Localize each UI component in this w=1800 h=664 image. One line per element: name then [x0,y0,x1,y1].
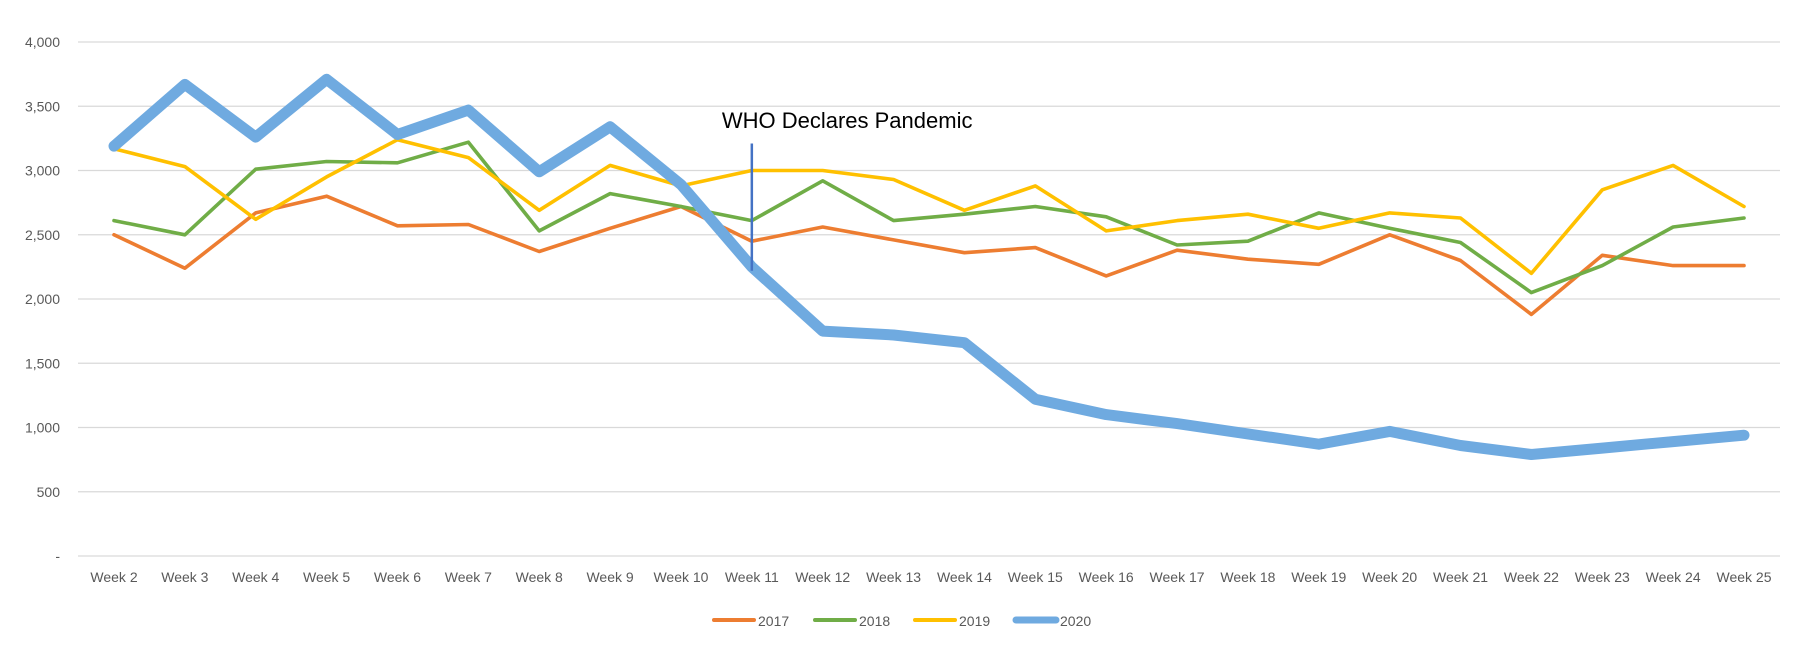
legend-label-2020: 2020 [1060,613,1091,629]
y-tick-label: 2,000 [25,291,60,307]
x-tick-label: Week 11 [725,569,779,585]
y-tick-label: - [55,548,60,564]
series-lines [108,73,1750,460]
legend-label-2018: 2018 [859,613,890,629]
x-tick-label: Week 14 [937,569,992,585]
x-tick-label: Week 3 [161,569,208,585]
series-line-2020 [108,73,1750,460]
y-axis-ticks: - 500 1,000 1,500 2,000 2,500 3,000 3,500 4,000 [25,34,60,564]
x-tick-label: Week 16 [1079,569,1134,585]
x-tick-label: Week 13 [866,569,921,585]
y-tick-label: 2,500 [25,227,60,243]
x-tick-label: Week 12 [795,569,850,585]
x-tick-label: Week 9 [586,569,633,585]
x-tick-label: Week 24 [1646,569,1701,585]
annotation: WHO Declares Pandemic [722,108,973,271]
x-tick-label: Week 15 [1008,569,1063,585]
annotation-text: WHO Declares Pandemic [722,108,973,133]
x-tick-label: Week 25 [1717,569,1772,585]
legend: 2017 2018 2019 2020 [712,613,1091,629]
x-axis-ticks: Week 2 Week 3 Week 4 Week 5 Week 6 Week 7 Week… [90,569,1771,585]
x-tick-label: Week 8 [516,569,563,585]
x-tick-label: Week 23 [1575,569,1630,585]
y-tick-label: 4,000 [25,34,60,50]
y-tick-label: 1,000 [25,420,60,436]
y-tick-label: 3,500 [25,98,60,114]
x-tick-label: Week 17 [1150,569,1205,585]
gridlines [78,41,1780,557]
x-tick-label: Week 20 [1362,569,1417,585]
x-tick-label: Week 22 [1504,569,1559,585]
x-tick-label: Week 4 [232,569,279,585]
x-tick-label: Week 10 [653,569,708,585]
x-tick-label: Week 5 [303,569,350,585]
y-tick-label: 500 [37,484,61,500]
x-tick-label: Week 7 [445,569,492,585]
legend-label-2019: 2019 [959,613,990,629]
x-tick-label: Week 19 [1291,569,1346,585]
legend-label-2017: 2017 [758,613,789,629]
series-line-2019 [112,137,1746,276]
series-line-2018 [112,140,1746,295]
x-tick-label: Week 2 [90,569,137,585]
x-tick-label: Week 21 [1433,569,1488,585]
y-tick-label: 3,000 [25,163,60,179]
x-tick-label: Week 6 [374,569,421,585]
x-tick-label: Week 18 [1220,569,1275,585]
y-tick-label: 1,500 [25,355,60,371]
series-line-2017 [112,194,1746,317]
